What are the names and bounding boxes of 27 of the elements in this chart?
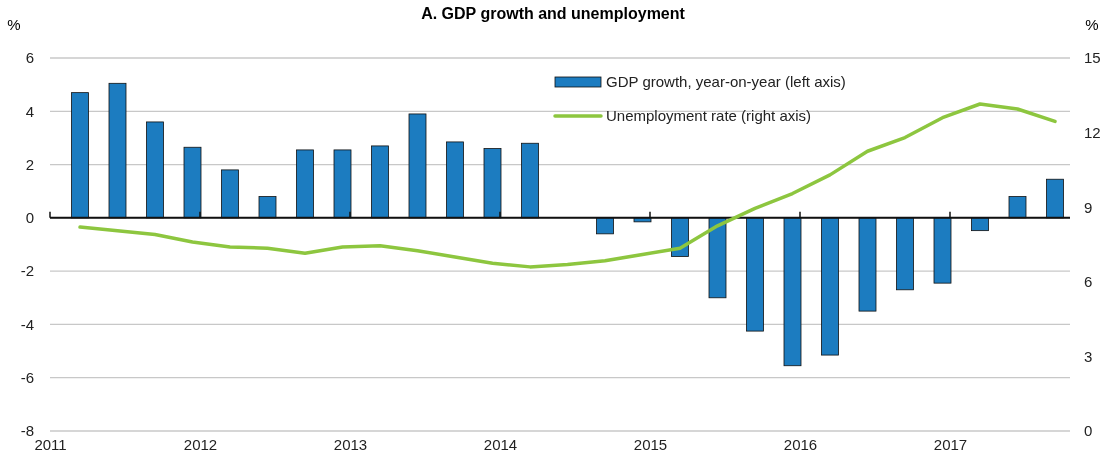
chart-title: A. GDP growth and unemployment — [421, 5, 686, 22]
x-tick-label: 2012 — [183, 435, 218, 453]
y2-axis-title: % — [1085, 16, 1099, 33]
legend-label: Unemployment rate (right axis) — [606, 107, 812, 124]
x-tick-label: 2011 — [34, 435, 67, 453]
y-axis-title: % — [7, 16, 21, 33]
y2-tick-label: 0 — [1084, 422, 1093, 440]
y-tick-label: 0 — [25, 209, 34, 227]
y2-tick-label: 3 — [1084, 347, 1093, 365]
y-tick-label: -6 — [20, 369, 34, 387]
y2-tick-label: 15 — [1084, 49, 1101, 67]
x-tick-label: 2014 — [483, 435, 518, 453]
y2-tick-label: 9 — [1084, 198, 1093, 216]
y-tick-label: 2 — [25, 155, 34, 173]
y-tick-label: -4 — [20, 315, 34, 333]
y-tick-label: 6 — [25, 49, 34, 67]
line-series — [78, 102, 1057, 269]
x-tick-label: 2017 — [933, 435, 968, 453]
x-tick-label: 2013 — [333, 435, 368, 453]
y2-tick-label: 12 — [1084, 123, 1101, 141]
y-tick-label: 4 — [25, 102, 34, 120]
y-tick-label: -2 — [20, 262, 34, 280]
y-tick-label: -8 — [20, 422, 34, 440]
x-tick-label: 2015 — [633, 435, 668, 453]
legend-label: GDP growth, year-on-year (left axis) — [606, 73, 846, 90]
y2-tick-label: 6 — [1084, 273, 1093, 291]
x-tick-label: 2016 — [783, 435, 818, 453]
